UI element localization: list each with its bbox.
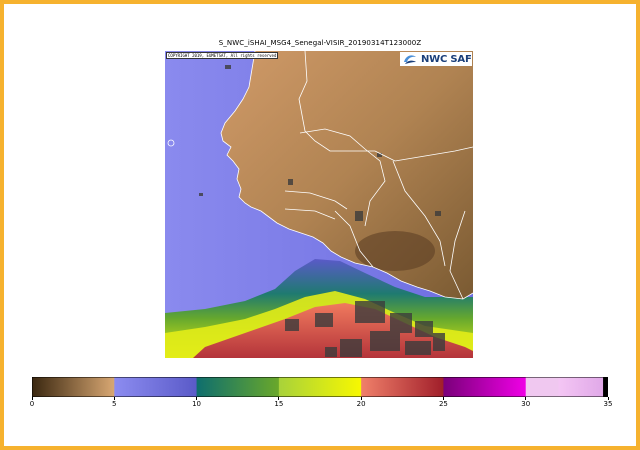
colorbar-segment: [196, 377, 280, 397]
colorbar-tick-label: 25: [438, 400, 448, 408]
nwcsaf-logo: NWC SAF: [400, 52, 472, 66]
colorbar-tick-label: 20: [356, 400, 366, 408]
colorbar-tick-mark: [31, 397, 33, 400]
border-lines: [167, 51, 473, 300]
satellite-map: [165, 51, 473, 358]
colorbar: [32, 377, 608, 397]
logo-text: NWC SAF: [421, 53, 472, 65]
colorbar-tick-mark: [278, 397, 280, 400]
colorbar-tick-label: 30: [521, 400, 531, 408]
colorbar-tick-label: 15: [274, 400, 284, 408]
colorbar-segment: [525, 377, 560, 397]
colorbar-tick-label: 0: [29, 400, 35, 408]
colorbar-tick-label: 35: [603, 400, 613, 408]
nwcsaf-swirl-icon: [404, 55, 416, 64]
colorbar-tick-mark: [113, 397, 115, 400]
colorbar-segment: [278, 377, 362, 397]
copyright-notice: COPYRIGHT 2019, EUMETSAT, All rights res…: [166, 52, 279, 59]
map-title: S_NWC_iSHAI_MSG4_Senegal-VISIR_20190314T…: [218, 39, 422, 47]
colorbar-tick-label: 5: [112, 400, 117, 408]
colorbar-tick-mark: [360, 397, 362, 400]
colorbar-segment: [603, 377, 608, 397]
red-band: [193, 303, 473, 358]
colorbar-tick-mark: [196, 397, 198, 400]
colorbar-segment: [558, 377, 604, 397]
colorbar-tick-label: 10: [192, 400, 202, 408]
colorbar-tick-mark: [607, 397, 609, 400]
colorbar-segment: [32, 377, 115, 397]
colorbar-tick-mark: [442, 397, 444, 400]
cloud-speckles: [199, 65, 445, 357]
colorbar-tick-mark: [525, 397, 527, 400]
colorbar-segment: [443, 377, 527, 397]
colorbar-segment: [114, 377, 198, 397]
colorbar-segment: [361, 377, 444, 397]
